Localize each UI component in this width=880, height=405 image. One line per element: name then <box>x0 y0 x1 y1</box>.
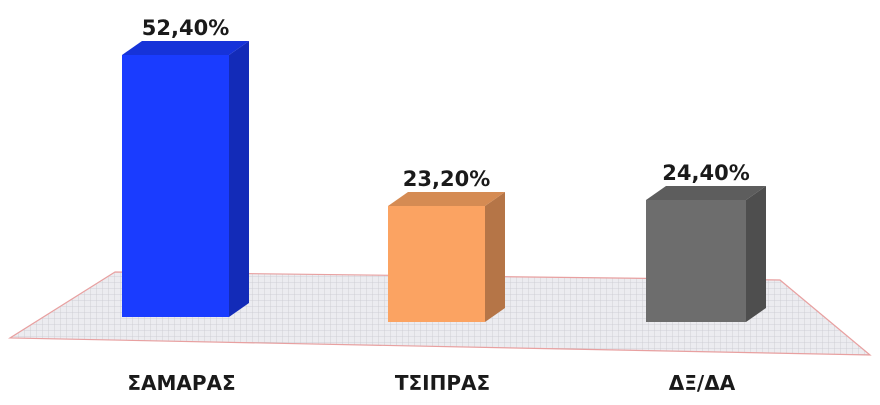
category-label-dx-da: ΔΞ/ΔΑ <box>669 371 736 395</box>
value-label-dx-da: 24,40% <box>662 161 749 185</box>
bar-samaras <box>122 41 249 317</box>
bar-dx-da <box>646 186 766 322</box>
category-label-tsipras: ΤΣΙΠΡΑΣ <box>395 371 490 395</box>
bar-tsipras <box>388 192 505 322</box>
value-label-samaras: 52,40% <box>142 16 229 40</box>
value-label-tsipras: 23,20% <box>403 167 490 191</box>
category-label-samaras: ΣΑΜΑΡΑΣ <box>127 371 235 395</box>
